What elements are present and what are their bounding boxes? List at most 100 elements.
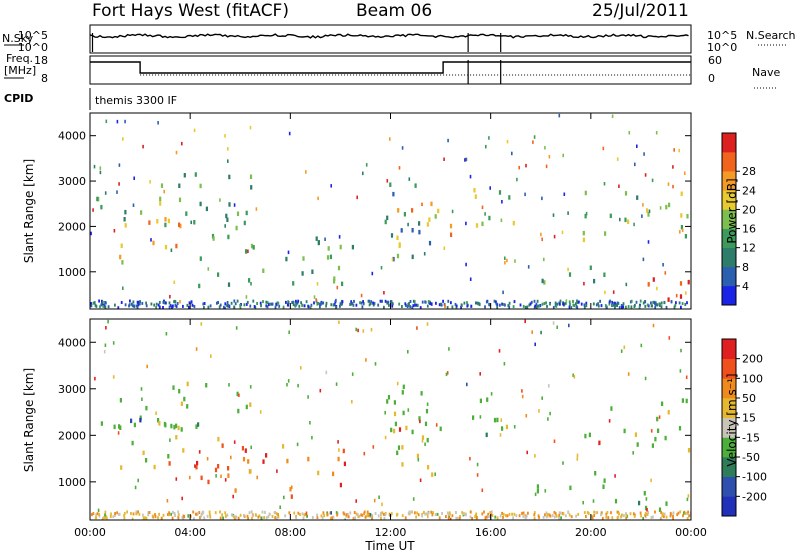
heatmap-cell xyxy=(279,505,281,509)
heatmap-cell xyxy=(157,303,160,307)
heatmap-cell xyxy=(297,383,299,388)
heatmap-cell xyxy=(243,303,246,307)
heatmap-cell xyxy=(269,302,271,306)
heatmap-cell xyxy=(683,511,685,515)
heatmap-cell xyxy=(150,238,152,242)
heatmap-cell xyxy=(335,511,338,515)
heatmap-cell xyxy=(512,305,515,309)
heatmap-cell xyxy=(230,301,233,305)
nsky-strip-frame xyxy=(89,24,692,54)
heatmap-cell xyxy=(337,265,341,271)
colorbar-tick-label: 50 xyxy=(742,392,756,405)
freq-unit-label: [MHz] xyxy=(4,64,36,77)
heatmap-cell xyxy=(210,354,212,358)
heatmap-cell xyxy=(390,427,393,433)
heatmap-cell xyxy=(518,165,520,170)
velocity-colorbar: 200 100 50 15 -15 -50 -100 -200 xyxy=(721,338,767,517)
heatmap-cell xyxy=(265,304,268,308)
heatmap-cell xyxy=(424,300,427,304)
heatmap-cell xyxy=(687,279,690,285)
heatmap-cell xyxy=(92,208,94,212)
heatmap-cell xyxy=(447,299,450,303)
heatmap-cell xyxy=(121,260,124,265)
x-tick-label: 08:00 xyxy=(274,526,306,539)
heatmap-cell xyxy=(292,303,295,307)
heatmap-cell xyxy=(522,304,525,308)
heatmap-cell xyxy=(652,300,655,304)
heatmap-cell xyxy=(687,494,690,498)
heatmap-cell xyxy=(628,131,631,135)
heatmap-cell xyxy=(407,408,410,412)
heatmap-cell xyxy=(516,177,518,182)
heatmap-cell xyxy=(307,395,309,399)
heatmap-cell xyxy=(217,301,219,304)
y-tick-label: 2000 xyxy=(58,220,86,233)
heatmap-cell xyxy=(611,114,614,118)
heatmap-cell xyxy=(199,183,202,189)
heatmap-cell xyxy=(588,432,591,438)
heatmap-cell xyxy=(380,266,383,270)
heatmap-cell xyxy=(646,512,649,516)
heatmap-cell xyxy=(647,240,650,244)
heatmap-cell xyxy=(391,257,394,262)
heatmap-cell xyxy=(504,261,506,265)
heatmap-cell xyxy=(174,299,176,303)
heatmap-cell xyxy=(642,516,645,520)
heatmap-cell xyxy=(669,511,672,515)
heatmap-cell xyxy=(402,384,405,390)
heatmap-cell xyxy=(484,305,486,309)
heatmap-cell xyxy=(361,513,364,517)
heatmap-cell xyxy=(597,304,600,308)
heatmap-cell xyxy=(363,451,366,456)
heatmap-cell xyxy=(415,515,417,519)
heatmap-cell xyxy=(315,298,317,302)
heatmap-cell xyxy=(145,304,148,308)
heatmap-cell xyxy=(249,385,252,389)
heatmap-cell xyxy=(251,516,253,520)
heatmap-cell xyxy=(664,271,667,275)
heatmap-cell xyxy=(423,252,426,256)
heatmap-cell xyxy=(611,300,614,304)
heatmap-cell xyxy=(341,301,343,305)
freq-tick-bottom: 8 xyxy=(41,72,48,85)
heatmap-cell xyxy=(491,514,494,517)
heatmap-cell xyxy=(567,267,569,272)
heatmap-cell xyxy=(464,158,466,162)
heatmap-cell xyxy=(650,516,653,519)
heatmap-cell xyxy=(236,391,239,397)
heatmap-cell xyxy=(408,177,411,181)
heatmap-cell xyxy=(636,442,639,447)
heatmap-cell xyxy=(495,300,497,304)
heatmap-cell xyxy=(662,512,664,516)
heatmap-cell xyxy=(593,514,596,517)
colorbar-swatch xyxy=(722,398,736,418)
heatmap-cell xyxy=(349,511,352,515)
colorbar-swatch xyxy=(722,339,736,359)
heatmap-cell xyxy=(365,163,368,167)
heatmap-cell xyxy=(533,135,536,139)
heatmap-cell xyxy=(188,305,190,309)
heatmap-cell xyxy=(554,512,557,516)
heatmap-cell xyxy=(188,301,191,305)
heatmap-cell xyxy=(168,513,170,517)
heatmap-cell xyxy=(224,514,227,518)
heatmap-cell xyxy=(234,302,237,306)
heatmap-cell xyxy=(604,304,607,308)
heatmap-cell xyxy=(90,231,92,236)
heatmap-cell xyxy=(227,473,230,478)
heatmap-cell xyxy=(155,302,158,306)
heatmap-cell xyxy=(173,512,176,515)
heatmap-cell xyxy=(435,301,437,305)
heatmap-cell xyxy=(603,272,606,277)
heatmap-cell xyxy=(554,301,557,305)
heatmap-cell xyxy=(658,415,661,419)
heatmap-cell xyxy=(203,306,205,309)
heatmap-cell xyxy=(203,516,206,520)
heatmap-cell xyxy=(155,306,157,309)
heatmap-cell xyxy=(451,514,454,518)
heatmap-cell xyxy=(384,411,386,415)
heatmap-cell xyxy=(427,300,430,304)
heatmap-cell xyxy=(547,417,549,421)
heatmap-cell xyxy=(475,512,478,516)
heatmap-cell xyxy=(360,293,363,298)
